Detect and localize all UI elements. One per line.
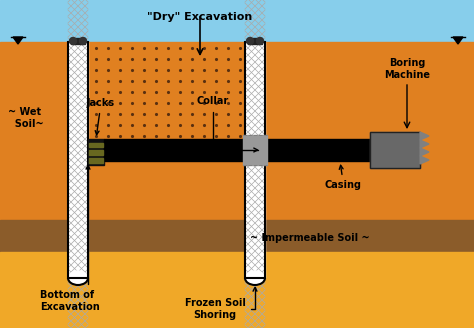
Bar bbox=[0, 252, 474, 328]
Ellipse shape bbox=[246, 37, 254, 45]
Text: Frozen Soil
Shoring: Frozen Soil Shoring bbox=[184, 287, 257, 319]
Polygon shape bbox=[420, 148, 429, 156]
Bar bbox=[243, 135, 267, 165]
Bar bbox=[89, 143, 103, 147]
Ellipse shape bbox=[70, 37, 76, 45]
Text: "Dry" Excavation: "Dry" Excavation bbox=[147, 12, 253, 22]
Text: Bottom of
Excavation: Bottom of Excavation bbox=[40, 165, 100, 312]
Polygon shape bbox=[420, 156, 429, 164]
Ellipse shape bbox=[80, 37, 86, 45]
Bar bbox=[0, 220, 474, 252]
Polygon shape bbox=[453, 37, 463, 44]
Bar bbox=[245, 42, 265, 278]
Bar bbox=[89, 158, 103, 163]
Text: ~ Wet
  Soil~: ~ Wet Soil~ bbox=[8, 107, 44, 129]
Bar bbox=[370, 132, 420, 168]
Text: Casing: Casing bbox=[325, 165, 362, 190]
Ellipse shape bbox=[68, 271, 88, 285]
Bar bbox=[68, 42, 88, 278]
Polygon shape bbox=[420, 132, 429, 140]
Bar bbox=[265, 139, 370, 161]
Ellipse shape bbox=[245, 271, 265, 285]
Text: Jacks: Jacks bbox=[87, 98, 115, 135]
Bar bbox=[88, 139, 104, 165]
Bar bbox=[89, 150, 103, 155]
Text: Collar: Collar bbox=[197, 96, 258, 152]
Bar bbox=[88, 44, 245, 168]
Text: Boring
Machine: Boring Machine bbox=[384, 58, 430, 80]
Bar bbox=[248, 38, 262, 44]
Ellipse shape bbox=[256, 37, 264, 45]
Bar bbox=[104, 139, 245, 161]
Bar bbox=[71, 38, 85, 44]
Text: ~ Impermeable Soil ~: ~ Impermeable Soil ~ bbox=[250, 233, 370, 243]
Bar bbox=[0, 0, 474, 42]
Bar bbox=[245, 42, 265, 278]
Polygon shape bbox=[420, 140, 429, 148]
Bar bbox=[68, 42, 88, 278]
Bar bbox=[370, 132, 420, 168]
Polygon shape bbox=[13, 37, 23, 44]
Bar bbox=[0, 42, 474, 220]
